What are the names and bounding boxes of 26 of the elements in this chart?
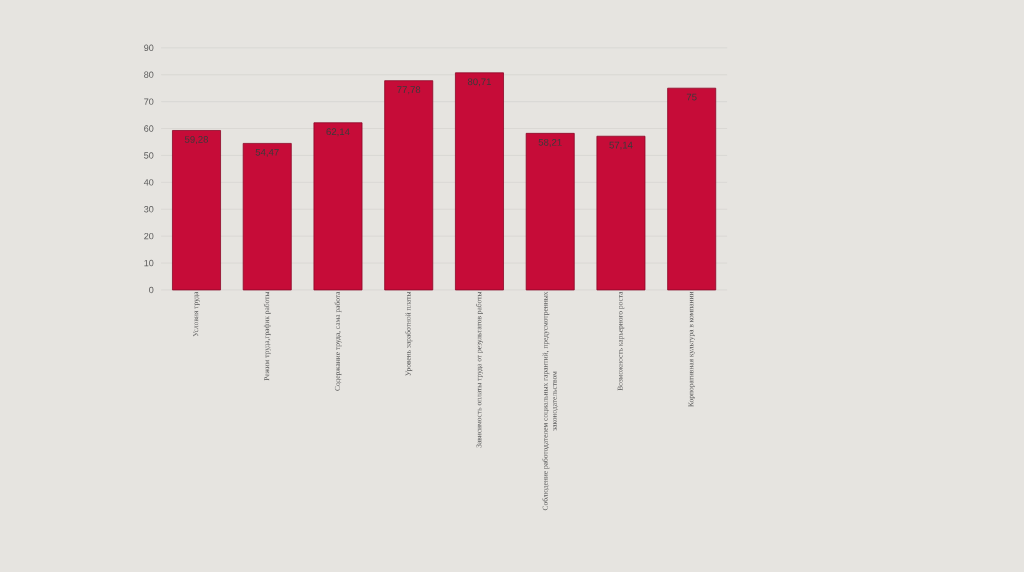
bar: [667, 87, 717, 291]
bar: [596, 135, 646, 291]
bar: [242, 143, 292, 291]
bar: [525, 132, 575, 291]
y-tick-label: 10: [144, 259, 154, 267]
y-tick-label: 40: [143, 179, 154, 186]
y-tick-label: 50: [144, 152, 154, 159]
bar: [455, 72, 504, 291]
data-label: 58,21: [538, 138, 562, 147]
y-tick-label: 70: [144, 98, 154, 105]
y-tick-label: 0: [149, 286, 154, 294]
data-label: 54,47: [255, 149, 279, 157]
bar: [384, 80, 434, 291]
data-label: 80,71: [467, 78, 491, 87]
bar: [172, 130, 221, 291]
y-tick-label: 60: [144, 125, 154, 132]
y-tick-label: 20: [144, 232, 154, 240]
y-tick-label: 30: [144, 206, 154, 213]
y-tick-label: 80: [144, 71, 154, 78]
data-label: 59,28: [184, 136, 209, 144]
data-label: 77,78: [397, 86, 421, 95]
bar: [313, 122, 363, 291]
data-label: 75: [686, 93, 697, 101]
data-label: 62,14: [326, 128, 350, 137]
data-label: 57,14: [609, 141, 633, 150]
y-tick-label: 90: [144, 44, 154, 52]
